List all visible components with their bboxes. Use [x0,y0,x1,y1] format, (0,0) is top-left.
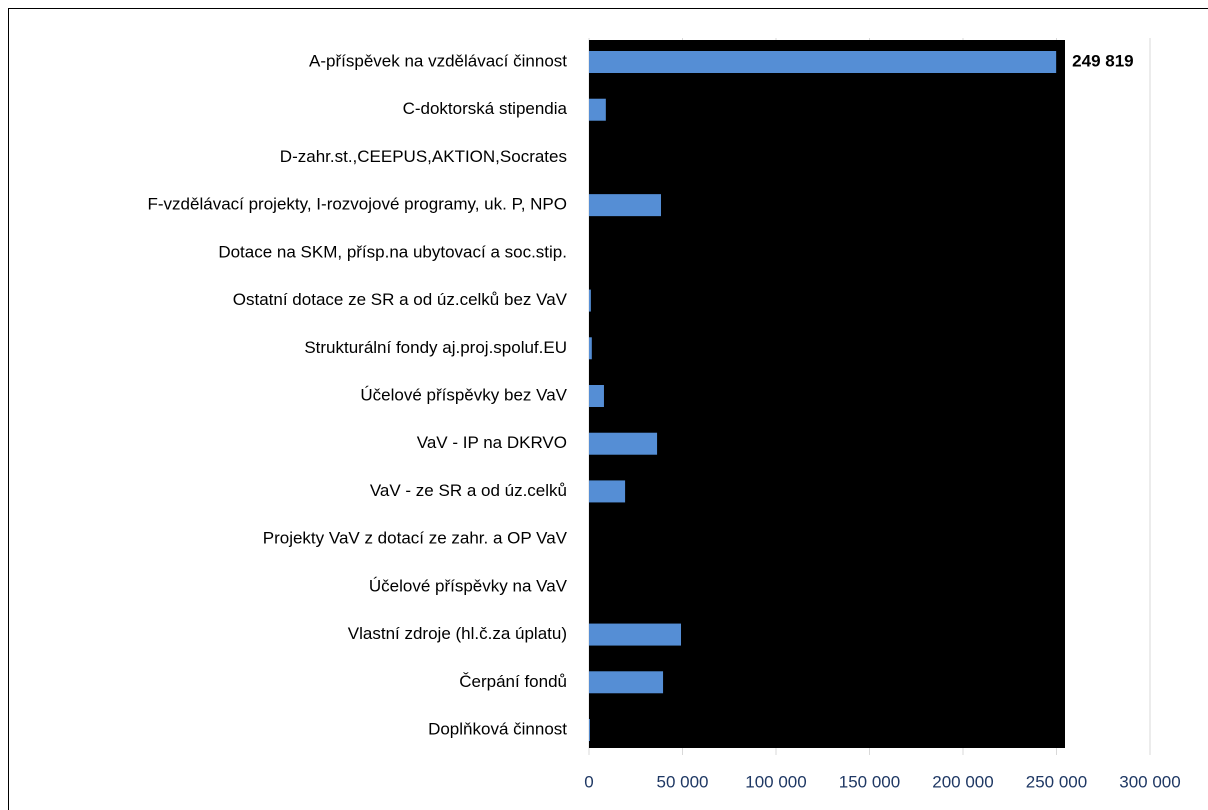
y-tick-label: Strukturální fondy aj.proj.spoluf.EU [304,338,567,357]
x-tick-label: 300 000 [1119,772,1180,791]
x-tick-label: 200 000 [932,772,993,791]
bar [589,51,1057,73]
y-tick-label: Účelové příspěvky bez VaV [360,385,567,404]
chart-frame [8,8,1208,810]
bar [589,623,682,646]
bar [589,385,604,407]
y-tick-label: C-doktorská stipendia [403,99,568,118]
x-tick-label: 100 000 [745,772,806,791]
x-tick-label: 50 000 [657,772,709,791]
x-tick-label: 250 000 [1026,772,1087,791]
bar [589,337,592,360]
y-tick-label: F-vzdělávací projekty, I-rozvojové progr… [148,195,567,214]
data-label: 249 819 [1072,51,1133,70]
bar [589,289,591,312]
y-tick-label: Dotace na SKM, přísp.na ubytovací a soc.… [218,242,567,261]
x-tick-label: 150 000 [839,772,900,791]
y-tick-label: Ostatní dotace ze SR a od úz.celků bez V… [233,290,568,309]
bar [589,671,664,694]
y-tick-label: Účelové příspěvky na VaV [369,576,568,595]
y-tick-label: D-zahr.st.,CEEPUS,AKTION,Socrates [280,147,567,166]
bar [589,480,626,503]
y-tick-label: Projekty VaV z dotací ze zahr. a OP VaV [263,529,568,548]
bar [589,98,606,121]
y-tick-label: Doplňková činnost [428,719,567,738]
y-tick-label: Vlastní zdroje (hl.č.za úplatu) [348,624,567,643]
x-tick-label: 0 [584,772,593,791]
y-tick-label: VaV - ze SR a od úz.celků [370,481,567,500]
bar [589,194,661,217]
y-tick-label: A-příspěvek na vzdělávací činnost [309,51,567,70]
bar [589,719,590,741]
bar [589,432,658,455]
y-tick-label: VaV - IP na DKRVO [417,433,567,452]
y-tick-label: Čerpání fondů [459,672,567,691]
